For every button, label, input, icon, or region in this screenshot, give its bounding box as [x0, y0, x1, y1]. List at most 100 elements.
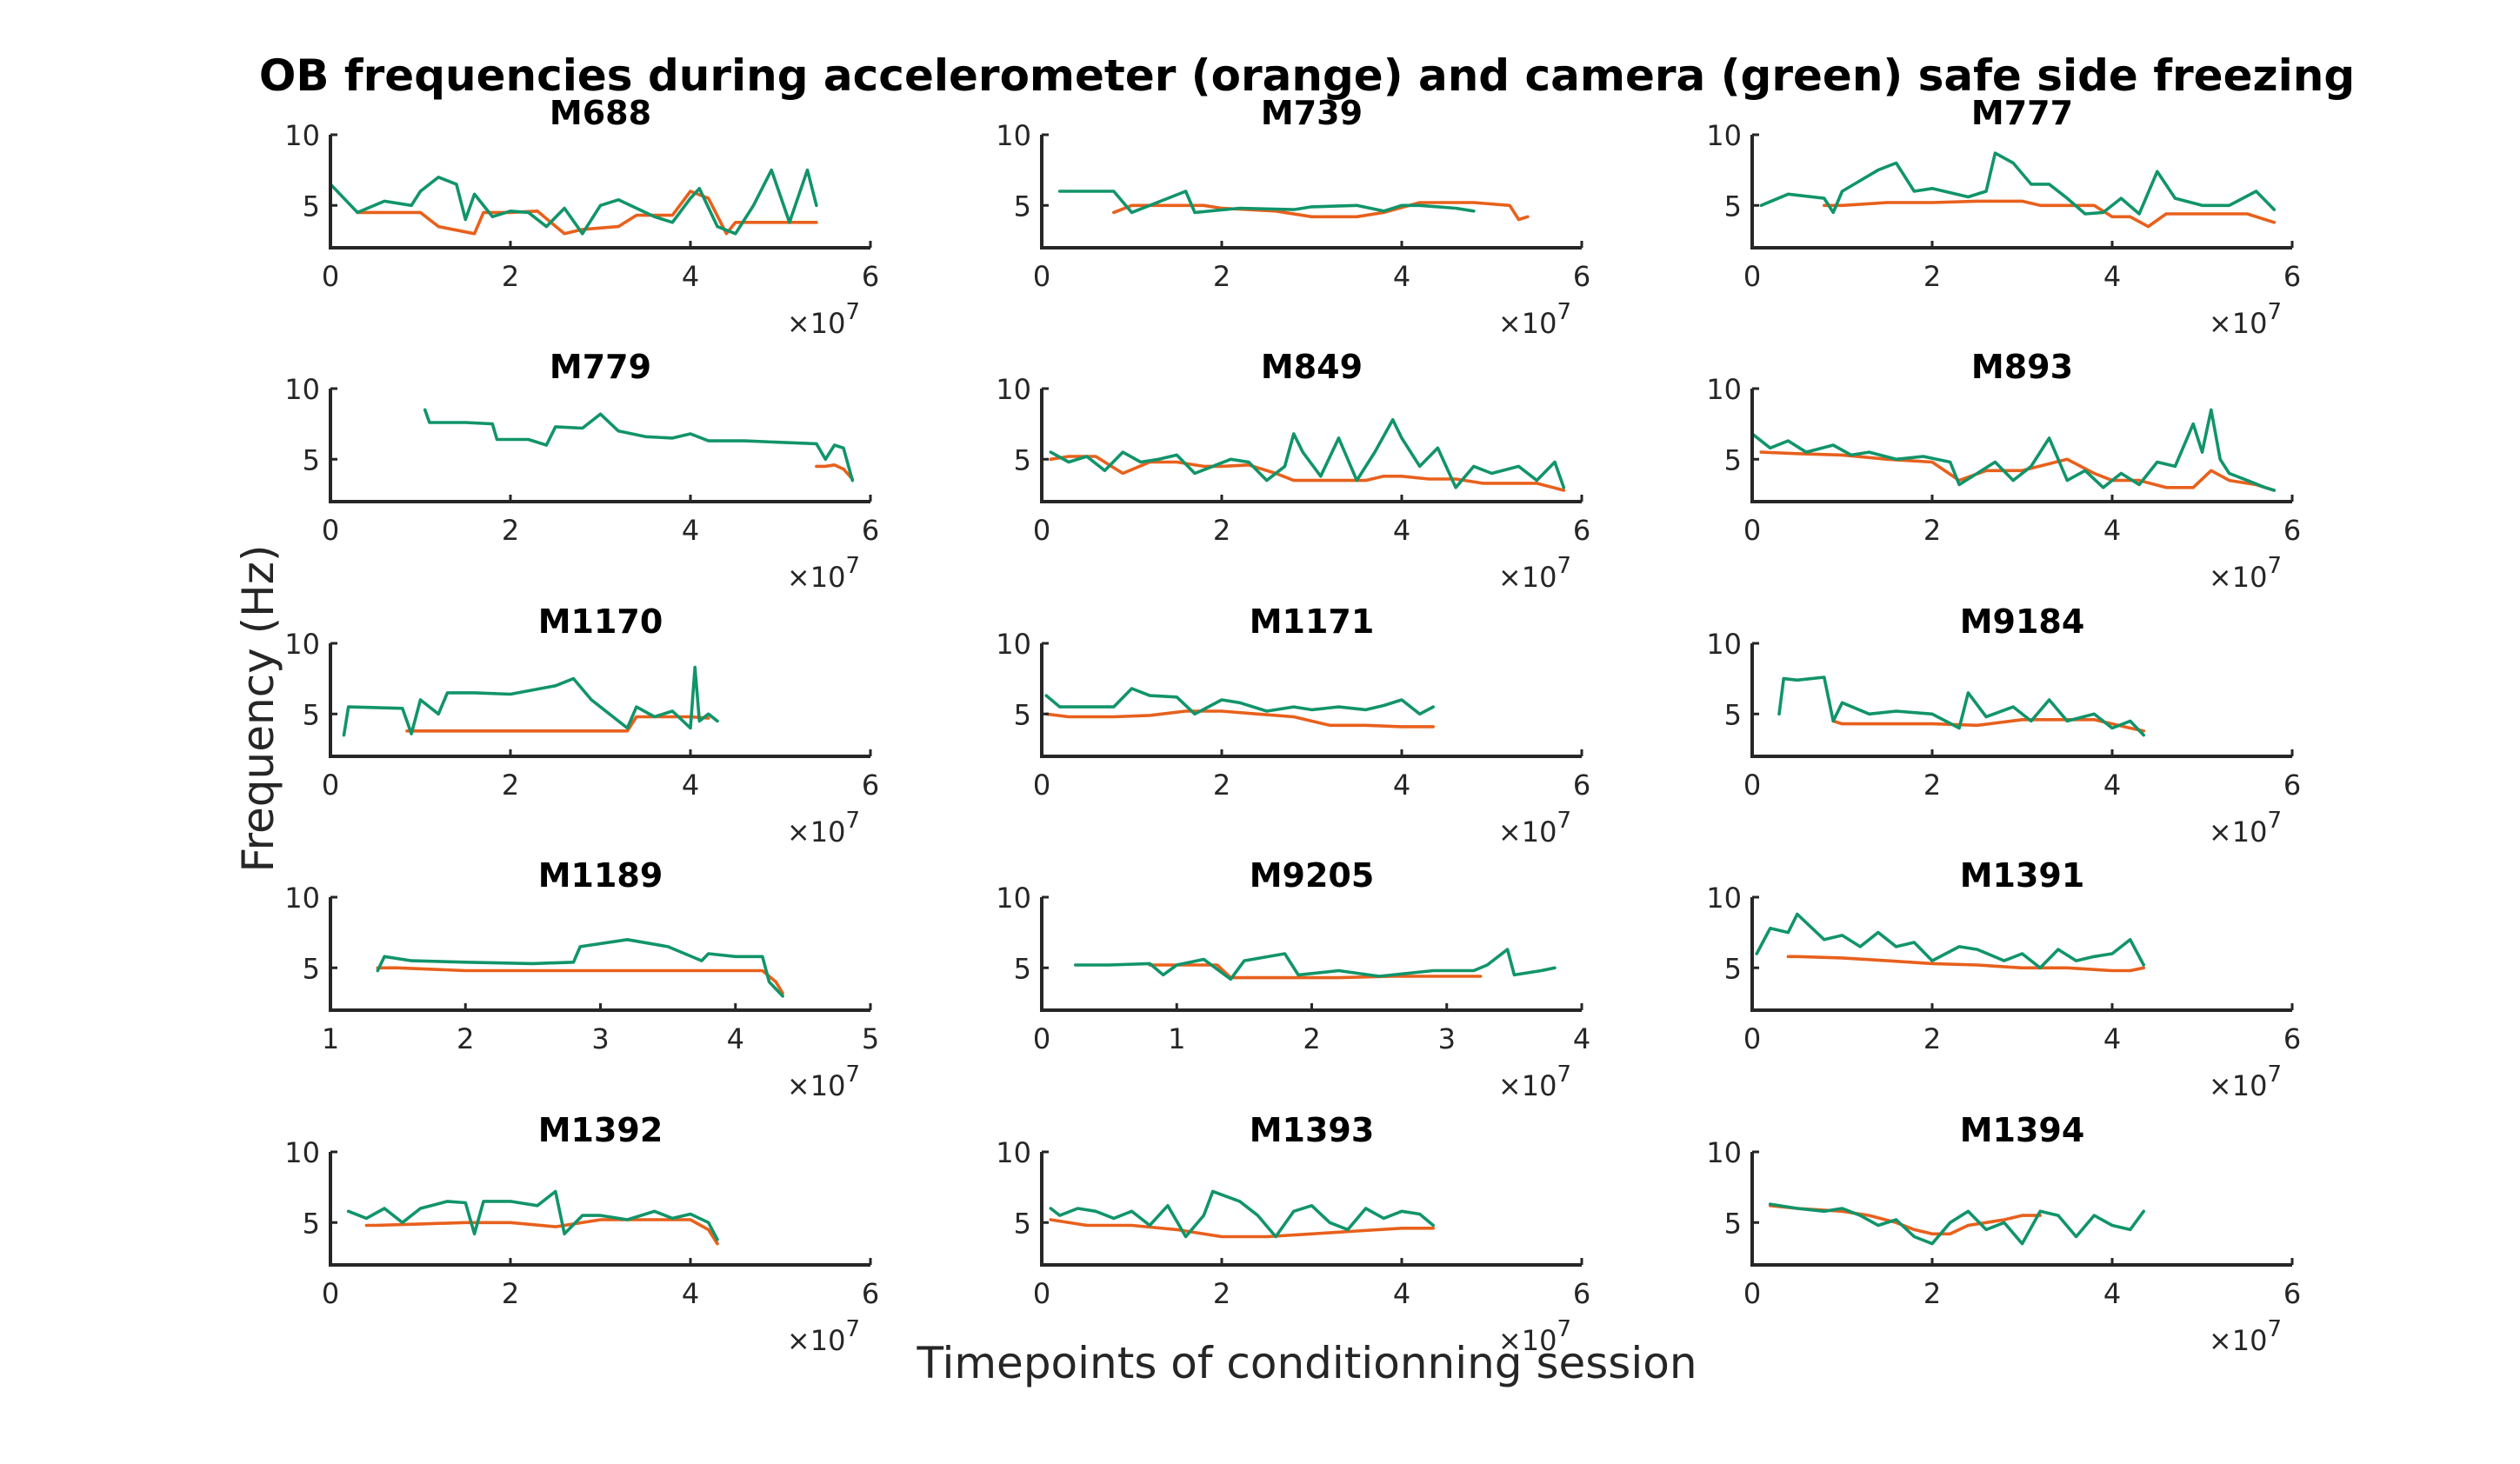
x-tick-label: 6: [1573, 769, 1590, 802]
camera-series-line: [1755, 912, 2145, 970]
y-tick-label: 5: [303, 952, 320, 985]
x-tick-label: 2: [1213, 1277, 1230, 1310]
x-tick-label: 4: [1393, 1277, 1410, 1310]
y-tick-label: 5: [1724, 952, 1742, 985]
x-exponent-label: ×107: [787, 553, 860, 594]
y-tick-label: 5: [1014, 952, 1031, 985]
camera-series-line: [423, 408, 855, 482]
x-exponent-base: ×10: [1498, 815, 1557, 848]
x-tick-label: 4: [682, 1277, 699, 1310]
camera-series-line: [1750, 408, 2277, 492]
y-tick-label: 5: [1014, 698, 1031, 731]
x-tick-label: 6: [2283, 1022, 2301, 1055]
x-tick-label: 2: [502, 260, 519, 293]
camera-series-line: [342, 665, 719, 737]
y-tick-label: 5: [303, 1207, 320, 1240]
axes-box: [329, 389, 870, 503]
x-exponent-label: ×107: [1498, 808, 1571, 848]
x-exponent-power: 7: [2267, 1316, 2282, 1342]
subplot-title: M688: [550, 94, 651, 132]
x-exponent-base: ×10: [1498, 561, 1557, 594]
x-exponent-power: 7: [2267, 553, 2282, 579]
x-tick-label: 0: [1743, 1022, 1761, 1055]
x-tick-label: 3: [591, 1022, 609, 1055]
x-tick-label: 6: [2283, 514, 2301, 547]
x-tick-label: 0: [1743, 514, 1761, 547]
axes-box: [1750, 643, 2292, 758]
x-tick-label: 4: [1393, 260, 1410, 293]
accelerometer-series-line: [1823, 199, 2277, 229]
x-exponent-label: ×107: [1498, 299, 1571, 340]
y-tick-label: 10: [284, 882, 320, 915]
x-tick-label: 4: [1393, 769, 1410, 802]
x-tick-label: 4: [2103, 260, 2121, 293]
x-tick-label: 4: [727, 1022, 744, 1055]
x-tick-label: 0: [322, 1277, 339, 1310]
y-tick-label: 5: [1724, 1207, 1742, 1240]
x-tick-label: 6: [862, 260, 879, 293]
x-tick-label: 6: [862, 769, 879, 802]
y-tick-label: 10: [284, 373, 320, 406]
camera-series-line: [329, 168, 818, 236]
x-exponent-power: 7: [845, 808, 860, 834]
subplot-title: M9205: [1250, 856, 1375, 895]
x-exponent-power: 7: [1557, 299, 1571, 325]
x-exponent-label: ×107: [2209, 1061, 2282, 1102]
x-exponent-base: ×10: [2209, 307, 2268, 340]
accelerometer-series-line: [1831, 717, 2145, 733]
y-tick-label: 5: [1014, 1207, 1031, 1240]
x-tick-label: 2: [1923, 769, 1941, 802]
camera-series-line: [1049, 1189, 1435, 1239]
x-tick-label: 4: [2103, 769, 2121, 802]
accelerometer-series-line: [1148, 963, 1483, 980]
x-exponent-base: ×10: [2209, 815, 2268, 848]
x-exponent-power: 7: [2267, 1061, 2282, 1088]
x-tick-label: 4: [2103, 1022, 2121, 1055]
x-tick-label: 4: [1573, 1022, 1590, 1055]
accelerometer-series-line: [376, 966, 784, 995]
subplot-title: M1391: [1960, 856, 2085, 895]
y-tick-label: 5: [1014, 190, 1031, 223]
x-tick-label: 6: [2283, 1277, 2301, 1310]
x-tick-label: 0: [1033, 1277, 1050, 1310]
y-tick-label: 10: [284, 1136, 320, 1169]
y-axis-label: Frequency (Hz): [233, 544, 283, 872]
accelerometer-series-line: [1112, 201, 1530, 222]
axes-box: [329, 1152, 870, 1267]
x-tick-label: 2: [1923, 514, 1941, 547]
x-tick-label: 2: [457, 1022, 474, 1055]
x-exponent-label: ×107: [2209, 1316, 2282, 1357]
camera-series-line: [1057, 190, 1476, 215]
accelerometer-series-line: [1786, 955, 2145, 973]
subplot-title: M1394: [1960, 1111, 2085, 1149]
x-tick-label: 2: [1923, 260, 1941, 293]
subplot-title: M9184: [1960, 602, 2085, 641]
x-exponent-base: ×10: [2209, 561, 2268, 594]
x-exponent-label: ×107: [2209, 553, 2282, 594]
x-tick-label: 4: [2103, 514, 2121, 547]
x-exponent-base: ×10: [2209, 1069, 2268, 1102]
y-tick-label: 5: [1724, 443, 1742, 476]
x-exponent-base: ×10: [787, 1324, 846, 1357]
y-tick-label: 10: [996, 628, 1031, 661]
subplot-title: M1393: [1250, 1111, 1375, 1149]
axes-box: [1040, 1152, 1582, 1267]
axes-box: [1040, 135, 1582, 250]
x-exponent-label: ×107: [787, 808, 860, 848]
x-tick-label: 0: [1033, 514, 1050, 547]
y-tick-label: 10: [1706, 628, 1742, 661]
x-tick-label: 0: [1033, 1022, 1050, 1055]
x-exponent-base: ×10: [787, 815, 846, 848]
x-exponent-base: ×10: [787, 1069, 846, 1102]
accelerometer-series-line: [364, 1218, 719, 1246]
x-exponent-label: ×107: [787, 299, 860, 340]
camera-series-line: [1759, 151, 2277, 216]
x-tick-label: 6: [2283, 769, 2301, 802]
subplot-title: M779: [550, 348, 651, 386]
